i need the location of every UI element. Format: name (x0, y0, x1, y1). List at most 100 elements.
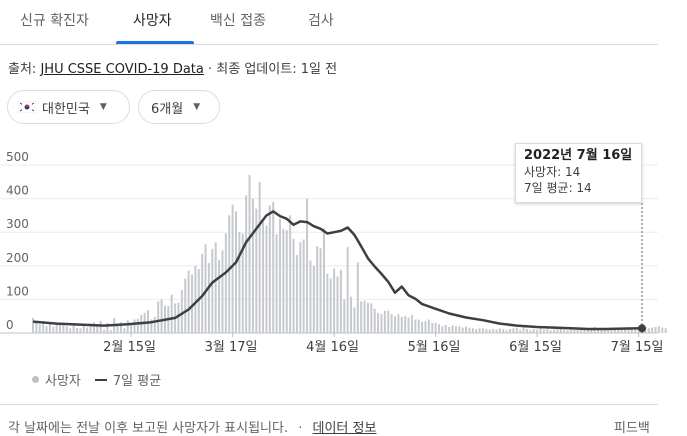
daily-deaths-bar (448, 326, 451, 333)
daily-deaths-bar (444, 324, 447, 333)
daily-deaths-bar (451, 325, 454, 333)
hover-point-marker (638, 324, 646, 333)
chart-footer: 각 날짜에는 전날 이후 보고된 사망자가 표시됩니다. · 데이터 정보 피드… (0, 404, 658, 436)
daily-deaths-bar (109, 330, 112, 333)
daily-deaths-bar (414, 319, 417, 333)
seven-day-average-line (32, 210, 643, 331)
daily-deaths-bar (597, 328, 600, 333)
source-link[interactable]: JHU CSSE COVID-19 Data (40, 62, 204, 77)
daily-deaths-bar (586, 329, 589, 333)
daily-deaths-bar (360, 301, 363, 333)
daily-deaths-bar (509, 328, 512, 333)
daily-deaths-bar (370, 303, 373, 333)
daily-deaths-bar (292, 238, 295, 333)
legend-deaths-label: 사망자 (45, 374, 81, 389)
daily-deaths-bar (519, 329, 522, 333)
daily-deaths-bar (238, 232, 241, 333)
daily-deaths-bar (404, 316, 407, 333)
daily-deaths-bar (336, 276, 339, 333)
daily-deaths-bar (92, 322, 95, 333)
average-legend-line-icon (94, 378, 107, 381)
daily-deaths-bar (569, 328, 572, 333)
daily-deaths-bar (505, 330, 508, 333)
daily-deaths-bar (481, 328, 484, 333)
x-tick-label: 5월 16일 (408, 340, 461, 355)
daily-deaths-bar (241, 233, 244, 333)
daily-deaths-bar (214, 242, 217, 333)
daily-deaths-bar (417, 319, 420, 333)
daily-deaths-bar (177, 302, 180, 333)
daily-deaths-bar (515, 327, 518, 333)
daily-deaths-bar (82, 325, 85, 333)
daily-deaths-bar (394, 316, 397, 333)
daily-deaths-bar (187, 270, 190, 333)
x-axis-labels: 2월 15일 3월 17일 4월 16일 5월 16일 6월 15일 7월 15일 (103, 333, 663, 355)
daily-deaths-bar (136, 318, 139, 333)
daily-deaths-bar (99, 320, 102, 333)
daily-deaths-bar (502, 328, 505, 333)
daily-deaths-bar (309, 260, 312, 333)
daily-deaths-bar (559, 328, 562, 333)
daily-deaths-bar (52, 326, 55, 333)
daily-deaths-bar (383, 310, 386, 333)
daily-deaths-bar (69, 328, 72, 333)
y-tick-label: 500 (6, 150, 29, 164)
daily-deaths-bar (285, 230, 288, 333)
daily-deaths-bar (157, 301, 160, 333)
daily-deaths-bar (536, 329, 539, 333)
tab-vaccinations[interactable]: 백신 접종 (210, 13, 266, 29)
tooltip-average: 7일 평균: 14 (524, 181, 592, 195)
daily-deaths-bar (119, 322, 122, 333)
daily-deaths-bar (207, 263, 210, 333)
daily-deaths-bar (299, 242, 302, 333)
feedback-link[interactable]: 피드백 (614, 421, 650, 436)
daily-deaths-bar (59, 324, 62, 333)
daily-deaths-bar (282, 228, 285, 333)
daily-deaths-bar (454, 326, 457, 333)
daily-deaths-bar (339, 269, 342, 333)
daily-deaths-bar (603, 329, 606, 333)
daily-deaths-bar (103, 329, 106, 333)
x-tick-label: 6월 15일 (509, 340, 562, 355)
daily-deaths-bar (366, 302, 369, 333)
bar-series (32, 175, 667, 333)
daily-deaths-bar (278, 218, 281, 333)
country-selector[interactable]: 대한민국 ▼ (7, 90, 130, 124)
tab-new-cases[interactable]: 신규 확진자 (20, 13, 89, 29)
daily-deaths-bar (613, 327, 616, 333)
footer-note: 각 날짜에는 전날 이후 보고된 사망자가 표시됩니다. · 데이터 정보 (8, 417, 376, 436)
tooltip-date: 2022년 7월 16일 (524, 148, 633, 163)
daily-deaths-bar (150, 319, 153, 333)
daily-deaths-bar (465, 326, 468, 333)
daily-deaths-bar (302, 239, 305, 333)
daily-deaths-bar (32, 317, 34, 333)
daily-deaths-bar (126, 320, 129, 333)
daily-deaths-bar (488, 329, 491, 333)
daily-deaths-bar (258, 181, 261, 333)
daily-deaths-bar (471, 328, 474, 333)
daily-deaths-bar (647, 328, 650, 333)
daily-deaths-bar (194, 265, 197, 333)
daily-deaths-bar (573, 329, 576, 333)
source-prefix: 출처: (8, 62, 37, 77)
deaths-chart: 0 100 200 300 400 500 2월 15일 3월 17일 4월 16일 5월 16… (0, 150, 667, 355)
tab-testing[interactable]: 검사 (308, 13, 334, 29)
daily-deaths-bar (42, 321, 45, 333)
daily-deaths-bar (65, 326, 68, 333)
daily-deaths-bar (235, 211, 237, 333)
daily-deaths-bar (96, 326, 99, 333)
daily-deaths-bar (468, 327, 471, 333)
period-selector[interactable]: 6개월 ▼ (138, 90, 220, 124)
data-info-link[interactable]: 데이터 정보 (312, 421, 377, 436)
daily-deaths-bar (600, 328, 603, 333)
y-tick-label: 100 (6, 284, 29, 298)
daily-deaths-bar (400, 316, 403, 333)
y-tick-label: 200 (6, 251, 29, 265)
daily-deaths-bar (55, 324, 58, 333)
daily-deaths-bar (546, 328, 549, 333)
daily-deaths-bar (421, 321, 424, 333)
caret-down-icon: ▼ (99, 102, 107, 112)
tab-deaths[interactable]: 사망자 (133, 13, 172, 29)
daily-deaths-bar (563, 329, 566, 333)
daily-deaths-bar (86, 327, 89, 333)
